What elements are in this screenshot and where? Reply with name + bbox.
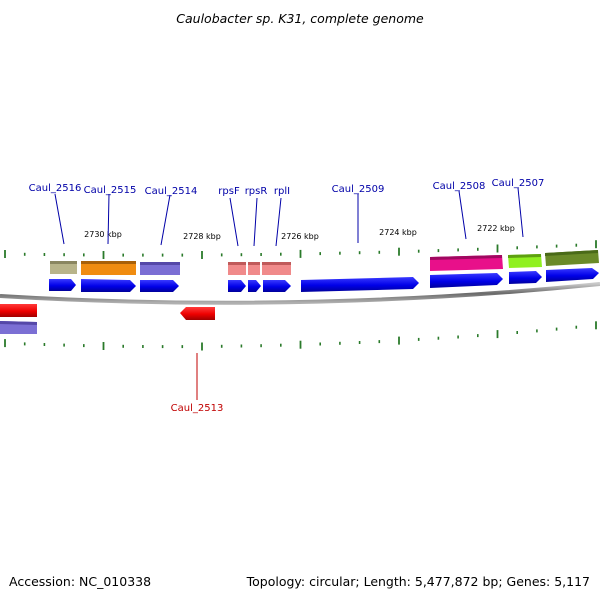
cog-box-rpsF[interactable] [228, 262, 246, 275]
cog-category-ring [0, 250, 599, 334]
cds-left-edge-reverse[interactable] [0, 304, 37, 317]
cog-box-caul2508[interactable] [430, 255, 503, 271]
tick-label-2726: 2726 kbp [281, 232, 319, 241]
gene-label-caul2507[interactable]: Caul_2507 [492, 178, 545, 189]
gene-label-caul2513[interactable]: Caul_2513 [171, 403, 224, 414]
cds-caul2509[interactable] [301, 277, 419, 292]
cog-box-left-edge[interactable] [0, 321, 37, 334]
cds-rpsF[interactable] [228, 280, 246, 292]
cog-box-caul2507[interactable] [508, 254, 542, 268]
gene-label-caul2514[interactable]: Caul_2514 [145, 186, 198, 197]
gene-label-caul2509[interactable]: Caul_2509 [332, 184, 385, 195]
label-leaders [54, 187, 524, 247]
genome-backbone [0, 282, 600, 305]
accession-text: Accession: NC_010338 [9, 574, 151, 589]
map-title: Caulobacter sp. K31, complete genome [176, 11, 424, 26]
position-ticks-inner [4, 321, 597, 351]
cds-caul2508[interactable] [430, 273, 503, 288]
gene-label-caul2508[interactable]: Caul_2508 [433, 181, 486, 192]
cds-rplI[interactable] [263, 280, 291, 292]
forward-cds-track [0, 268, 599, 317]
gene-label-caul2515[interactable]: Caul_2515 [84, 185, 137, 196]
cds-caul2507[interactable] [509, 271, 542, 284]
tick-label-2730: 2730 kbp [84, 230, 122, 239]
gene-label-rplI[interactable]: rplI [274, 186, 290, 197]
gene-label-rpsF[interactable]: rpsF [218, 186, 240, 197]
cog-box-caul2515[interactable] [81, 261, 136, 275]
cog-box-caul2516[interactable] [50, 261, 77, 274]
cds-rpsR[interactable] [248, 280, 261, 292]
gene-label-caul2516[interactable]: Caul_2516 [29, 183, 82, 194]
cog-box-caul2514[interactable] [140, 262, 180, 275]
cds-caul2513[interactable] [180, 307, 215, 320]
cds-caul2516[interactable] [49, 279, 76, 291]
cds-adjacent[interactable] [546, 268, 599, 282]
position-ticks-outer [4, 240, 597, 259]
tick-label-2728: 2728 kbp [183, 232, 221, 241]
gene-label-rpsR[interactable]: rpsR [245, 186, 268, 197]
genome-summary-text: Topology: circular; Length: 5,477,872 bp… [246, 574, 590, 589]
tick-label-2722: 2722 kbp [477, 224, 515, 233]
tick-label-2724: 2724 kbp [379, 228, 417, 237]
cds-caul2514[interactable] [140, 280, 179, 292]
cog-box-rpsR[interactable] [248, 262, 260, 275]
cds-caul2515[interactable] [81, 279, 136, 292]
cog-box-rplI[interactable] [262, 262, 291, 275]
cog-box-adjacent[interactable] [545, 250, 599, 266]
